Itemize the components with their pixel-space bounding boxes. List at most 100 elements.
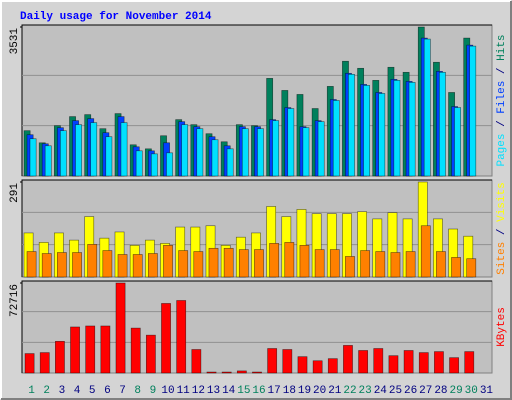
- x-tick-label: 20: [313, 385, 326, 397]
- bar: [345, 256, 355, 278]
- bar: [405, 251, 416, 278]
- bar: [117, 254, 128, 278]
- bar: [358, 350, 369, 374]
- bar: [408, 82, 416, 177]
- bar: [60, 130, 67, 177]
- bar: [454, 107, 461, 177]
- bar: [434, 351, 444, 374]
- x-tick-label: 18: [283, 385, 296, 397]
- bar: [87, 244, 98, 278]
- bar: [393, 80, 401, 177]
- x-tick-label: 1: [28, 385, 35, 397]
- bar: [85, 325, 96, 374]
- legend-entry: Sites: [496, 242, 508, 275]
- bar: [327, 358, 338, 374]
- bar: [120, 122, 128, 177]
- bar: [206, 371, 217, 374]
- bar: [302, 127, 310, 177]
- x-tick-label: 24: [374, 385, 388, 397]
- bar: [132, 254, 143, 278]
- x-tick-label: 17: [268, 385, 281, 397]
- legend-entry: KBytes: [496, 307, 508, 347]
- bar: [254, 249, 264, 278]
- bar: [176, 300, 187, 374]
- bar: [373, 348, 384, 374]
- x-tick-label: 23: [359, 385, 372, 397]
- bar: [55, 341, 65, 374]
- bar: [314, 249, 325, 278]
- bar: [378, 93, 386, 177]
- bar: [348, 74, 355, 177]
- bar: [241, 128, 249, 177]
- bar: [193, 251, 204, 278]
- bar: [272, 120, 280, 177]
- bar: [39, 352, 50, 374]
- bar: [70, 326, 80, 374]
- bar: [466, 258, 477, 278]
- bar: [24, 353, 35, 374]
- y-tick-label: 72716: [9, 284, 21, 317]
- bar: [191, 349, 202, 374]
- bar: [332, 100, 340, 177]
- bar: [105, 136, 113, 177]
- bar: [420, 225, 431, 278]
- x-tick-label: 26: [404, 385, 417, 397]
- legend: Sites / Visits: [496, 182, 508, 274]
- bar: [115, 282, 126, 374]
- bar: [375, 251, 386, 278]
- x-tick-label: 28: [434, 385, 447, 397]
- bar: [388, 355, 399, 374]
- y-tick-label: 291: [9, 183, 21, 203]
- legend-separator: /: [496, 61, 508, 81]
- legend-entry: Files: [496, 81, 508, 114]
- bar: [269, 243, 280, 278]
- bar: [257, 128, 264, 177]
- x-tick-label: 31: [480, 385, 494, 397]
- legend: KBytes: [496, 307, 508, 347]
- bar: [360, 250, 371, 278]
- bar: [329, 249, 340, 278]
- bar: [238, 249, 249, 278]
- bar: [343, 345, 353, 374]
- bar: [150, 153, 158, 177]
- legend: Pages / Files / Hits: [496, 34, 508, 166]
- bar: [236, 370, 247, 374]
- bar: [464, 351, 475, 374]
- x-tick-label: 10: [161, 385, 174, 397]
- bar: [100, 325, 111, 374]
- bar: [297, 356, 308, 374]
- bar: [469, 45, 477, 177]
- bar: [145, 334, 156, 374]
- x-tick-label: 16: [252, 385, 265, 397]
- x-tick-label: 4: [74, 385, 81, 397]
- bar: [163, 245, 173, 278]
- x-tick-label: 11: [177, 385, 191, 397]
- x-tick-label: 13: [207, 385, 220, 397]
- bar: [226, 148, 234, 177]
- bar: [147, 253, 158, 278]
- bar: [57, 252, 67, 278]
- bar: [41, 253, 52, 278]
- bar: [26, 251, 37, 278]
- bar: [363, 85, 371, 177]
- bar: [196, 128, 204, 177]
- x-tick-label: 12: [192, 385, 205, 397]
- bar: [44, 145, 52, 177]
- bar: [211, 139, 219, 177]
- bar: [439, 71, 446, 177]
- x-tick-label: 29: [449, 385, 462, 397]
- bar: [299, 245, 310, 278]
- x-tick-label: 15: [237, 385, 250, 397]
- bar: [181, 124, 189, 177]
- bar: [418, 352, 429, 374]
- bar: [449, 357, 459, 374]
- x-tick-label: 6: [104, 385, 111, 397]
- chart-title: Daily usage for November 2014: [20, 11, 212, 23]
- x-tick-label: 2: [43, 385, 50, 397]
- x-tick-label: 9: [150, 385, 157, 397]
- x-tick-label: 5: [89, 385, 96, 397]
- legend-entry: Hits: [496, 34, 508, 60]
- x-tick-label: 19: [298, 385, 311, 397]
- bar: [221, 371, 232, 374]
